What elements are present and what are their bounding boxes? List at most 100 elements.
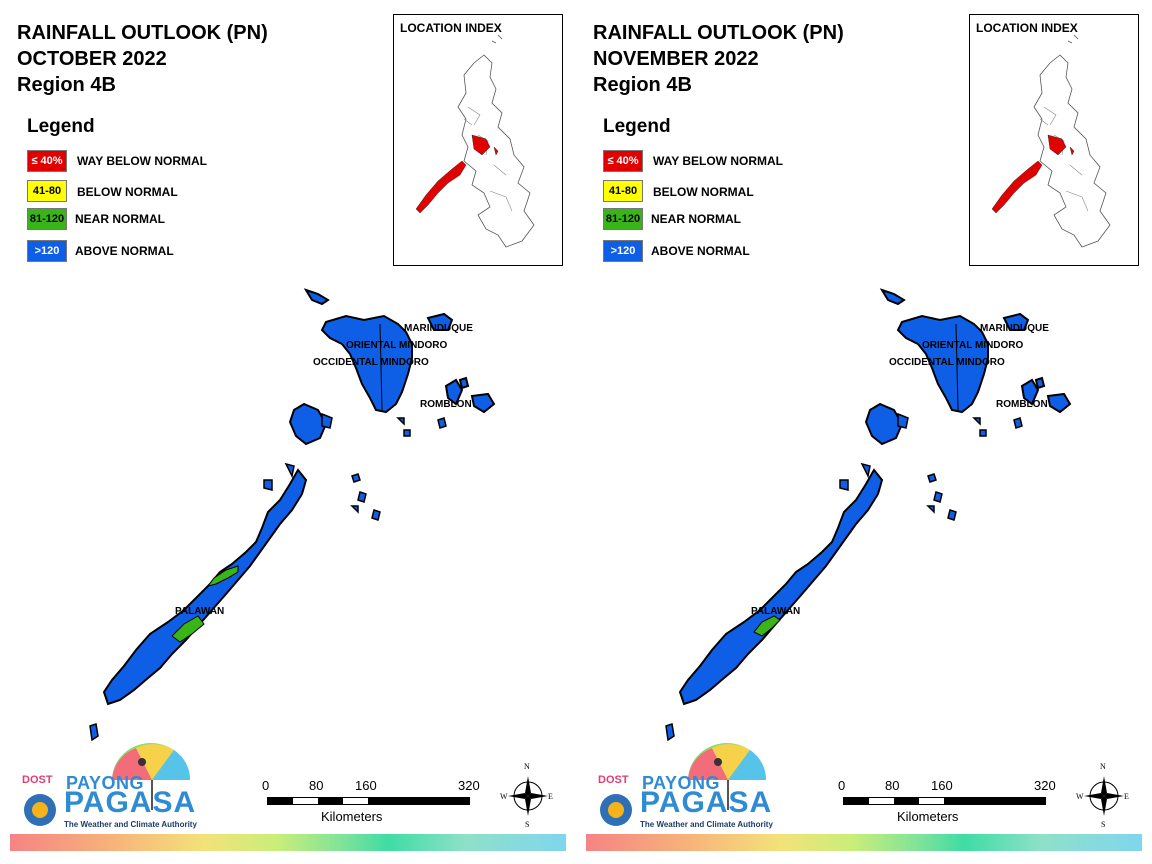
scale-tick-80: 80: [309, 778, 324, 793]
label-palawan: PALAWAN: [751, 606, 800, 617]
north-arrow: N W E S: [500, 762, 556, 832]
outlook-panel-october: RAINFALL OUTLOOK (PN) OCTOBER 2022 Regio…: [10, 14, 566, 851]
label-marinduque: MARINDUQUE: [980, 323, 1049, 334]
location-index-map: LOCATION INDEX: [969, 14, 1139, 266]
legend-label: WAY BELOW NORMAL: [653, 154, 784, 168]
legend-swatch: 41-80: [27, 180, 67, 202]
legend-label: NEAR NORMAL: [75, 212, 165, 226]
compass-w: W: [1076, 792, 1084, 801]
label-occidental-mindoro: OCCIDENTAL MINDORO: [313, 357, 429, 368]
busuanga-island: [864, 402, 904, 446]
compass-s: S: [1101, 820, 1106, 829]
scale-tick-160: 160: [931, 778, 953, 793]
legend-swatch: >120: [27, 240, 67, 262]
north-arrow: N W E S: [1076, 762, 1132, 832]
location-index-title: LOCATION INDEX: [400, 21, 502, 35]
footer-gradient-bar: [586, 834, 1142, 851]
legend-label: WAY BELOW NORMAL: [77, 154, 208, 168]
legend-label: NEAR NORMAL: [651, 212, 741, 226]
legend-label: ABOVE NORMAL: [75, 244, 174, 258]
mindoro-island: [896, 314, 989, 414]
scale-tick-0: 0: [262, 778, 270, 793]
legend-swatch: ≤ 40%: [603, 150, 643, 172]
legend-swatch: 81-120: [603, 208, 643, 230]
compass-rose-icon: [1084, 776, 1124, 816]
pagasa-logo: DOST PAYONG PAGASA The Weather and Clima…: [14, 742, 204, 834]
palawan-near-normal-central: [171, 615, 205, 643]
logo-dost-text: DOST: [22, 774, 53, 786]
legend-swatch: 81-120: [27, 208, 67, 230]
label-occidental-mindoro: OCCIDENTAL MINDORO: [889, 357, 1005, 368]
palawan-highlight: [415, 160, 467, 214]
compass-n: N: [1100, 762, 1106, 771]
scale-bar-graphic: [843, 797, 1046, 805]
scale-tick-0: 0: [838, 778, 846, 793]
palawan-island: [102, 468, 308, 706]
scale-tick-80: 80: [885, 778, 900, 793]
label-oriental-mindoro: ORIENTAL MINDORO: [922, 340, 1024, 351]
title-line-2: OCTOBER 2022: [17, 48, 167, 70]
palawan-island: [678, 468, 884, 706]
label-marinduque: MARINDUQUE: [404, 323, 473, 334]
legend-label: BELOW NORMAL: [77, 185, 178, 199]
location-index-title: LOCATION INDEX: [976, 21, 1078, 35]
compass-n: N: [524, 762, 530, 771]
legend-title: Legend: [27, 116, 95, 137]
label-oriental-mindoro: ORIENTAL MINDORO: [346, 340, 448, 351]
legend-swatch: 41-80: [603, 180, 643, 202]
title-line-2: NOVEMBER 2022: [593, 48, 759, 70]
label-romblon: ROMBLON: [996, 399, 1048, 410]
lubang-island: [303, 288, 330, 306]
compass-s: S: [525, 820, 530, 829]
romblon-island: [1020, 378, 1040, 406]
scale-bar: 0 80 160 320 Kilometers: [255, 776, 485, 828]
palawan-near-normal-north: [206, 565, 239, 587]
lubang-island: [879, 288, 906, 306]
scale-bar-graphic: [267, 797, 470, 805]
philippines-outline: [415, 34, 535, 248]
logo-dost-text: DOST: [598, 774, 629, 786]
title-line-1: RAINFALL OUTLOOK (PN): [17, 22, 268, 44]
pagasa-logo: DOST PAYONG PAGASA The Weather and Clima…: [590, 742, 780, 834]
label-palawan: PALAWAN: [175, 606, 224, 617]
title-line-1: RAINFALL OUTLOOK (PN): [593, 22, 844, 44]
palawan-highlight: [991, 160, 1043, 214]
scale-tick-320: 320: [458, 778, 480, 793]
title-line-3: Region 4B: [17, 74, 116, 96]
footer-gradient-bar: [10, 834, 566, 851]
logo-tagline: The Weather and Climate Authority: [640, 820, 773, 829]
compass-w: W: [500, 792, 508, 801]
scale-unit: Kilometers: [321, 809, 383, 824]
panel-title: RAINFALL OUTLOOK (PN) NOVEMBER 2022 Regi…: [593, 20, 844, 98]
legend-swatch: ≤ 40%: [27, 150, 67, 172]
panel-title: RAINFALL OUTLOOK (PN) OCTOBER 2022 Regio…: [17, 20, 268, 98]
legend-title: Legend: [603, 116, 671, 137]
sibuyan-island: [1046, 392, 1072, 414]
legend-label: ABOVE NORMAL: [651, 244, 750, 258]
marinduque-island: [426, 312, 454, 331]
mindoro-island: [320, 314, 413, 414]
sibuyan-island: [470, 392, 496, 414]
compass-e: E: [548, 792, 553, 801]
mindoro-highlight: [1047, 134, 1067, 156]
logo-pagasa-text: PAGASA: [640, 786, 773, 819]
romblon-island: [444, 378, 464, 406]
scale-unit: Kilometers: [897, 809, 959, 824]
logo-tagline: The Weather and Climate Authority: [64, 820, 197, 829]
logo-payong-text: PAYONG: [66, 773, 145, 793]
logo-payong-text: PAYONG: [642, 773, 721, 793]
philippines-outline: [991, 34, 1111, 248]
compass-rose-icon: [508, 776, 548, 816]
label-romblon: ROMBLON: [420, 399, 472, 410]
mindoro-highlight: [471, 134, 491, 156]
compass-e: E: [1124, 792, 1129, 801]
title-line-3: Region 4B: [593, 74, 692, 96]
location-index-map: LOCATION INDEX: [393, 14, 563, 266]
legend-label: BELOW NORMAL: [653, 185, 754, 199]
legend-swatch: >120: [603, 240, 643, 262]
scale-tick-320: 320: [1034, 778, 1056, 793]
scale-bar: 0 80 160 320 Kilometers: [831, 776, 1061, 828]
region-4b-map: MARINDUQUE ORIENTAL MINDORO OCCIDENTAL M…: [89, 288, 496, 742]
outlook-panel-november: RAINFALL OUTLOOK (PN) NOVEMBER 2022 Regi…: [576, 0, 1152, 864]
region-4b-map: MARINDUQUE ORIENTAL MINDORO OCCIDENTAL M…: [665, 288, 1072, 742]
